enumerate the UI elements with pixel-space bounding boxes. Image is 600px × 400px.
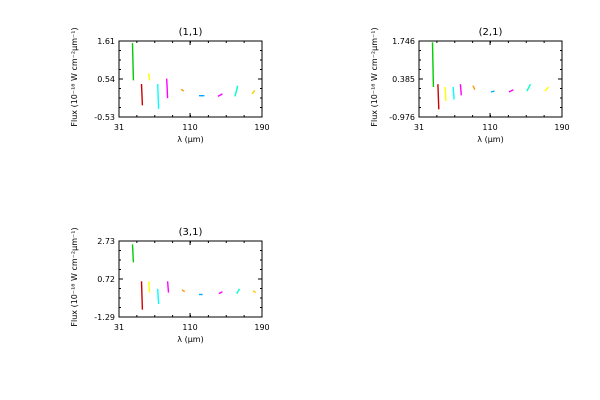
spectrum-segment-4 xyxy=(157,288,160,305)
spectrum-segment-9 xyxy=(236,288,241,294)
y-tick-label: 0.54 xyxy=(97,75,115,84)
y-tick-label: 1.61 xyxy=(97,37,115,46)
y-axis-label: Flux (10⁻¹⁸ W cm⁻²μm⁻¹) xyxy=(70,227,79,326)
spectrum-segment-8 xyxy=(218,291,223,295)
spectrum-segment-2 xyxy=(437,84,440,110)
spectrum-segment-8 xyxy=(217,93,223,98)
spectrum-segment-1 xyxy=(131,244,135,263)
spectrum-segment-10 xyxy=(544,86,550,92)
x-tick-label: 190 xyxy=(254,323,269,332)
x-axis-label: λ (μm) xyxy=(177,135,203,144)
spectrum-segment-2 xyxy=(140,281,144,310)
spectrum-segment-1 xyxy=(131,43,135,81)
spectrum-segment-7 xyxy=(490,90,495,93)
spectrum-segment-6 xyxy=(181,289,186,293)
spectrum-segment-3 xyxy=(444,86,447,101)
x-tick-label: 110 xyxy=(482,123,497,132)
spectrum-segment-10 xyxy=(252,290,257,294)
chart-panel-3: (3,1) 31 110 190 -1.29 0.72 2.73 λ (μm) Flux (10… xyxy=(70,227,270,344)
spectrum-segment-1 xyxy=(431,42,435,88)
chart-title: (1,1) xyxy=(179,27,203,38)
x-tick-label: 31 xyxy=(414,123,424,132)
x-tick-label: 190 xyxy=(554,123,569,132)
spectrum-segment-3 xyxy=(148,281,151,293)
spectrum-segment-4 xyxy=(452,86,455,100)
y-tick-label: 1.746 xyxy=(392,37,415,46)
x-tick-label: 31 xyxy=(114,123,124,132)
plot-frame xyxy=(118,40,263,118)
spectrum-segment-9 xyxy=(234,85,239,97)
spectrum-segment-8 xyxy=(508,89,514,93)
spectrum-segment-4 xyxy=(157,83,160,109)
spectrum-segment-5 xyxy=(459,84,462,96)
y-tick-label: 2.73 xyxy=(97,237,115,246)
chart-title: (3,1) xyxy=(179,227,203,238)
spectrum-segment-3 xyxy=(148,73,151,81)
plot-frame xyxy=(118,240,263,318)
x-tick-label: 110 xyxy=(182,323,197,332)
x-tick-label: 110 xyxy=(182,123,197,132)
plot-frame xyxy=(418,40,563,118)
y-tick-label: -0.976 xyxy=(389,113,415,122)
y-tick-label: -1.29 xyxy=(94,313,115,322)
x-tick-label: 31 xyxy=(114,323,124,332)
spectrum-segment-5 xyxy=(166,281,170,293)
y-tick-label: 0.72 xyxy=(97,275,115,284)
y-axis-label: Flux (10⁻¹⁸ W cm⁻²μm⁻¹) xyxy=(70,27,79,126)
spectrum-segment-6 xyxy=(472,85,476,90)
spectrum-segment-10 xyxy=(251,89,256,95)
y-tick-label: 0.385 xyxy=(392,75,415,84)
chart-panel-1: (1,1) 31 110 190 -0.53 0.54 1.61 λ (μm) Flux (10… xyxy=(70,27,270,144)
chart-title: (2,1) xyxy=(479,27,503,38)
spectrum-segment-2 xyxy=(140,83,144,106)
spectrum-segment-9 xyxy=(526,83,532,92)
y-axis-label: Flux (10⁻¹⁸ W cm⁻²μm⁻¹) xyxy=(370,27,379,126)
spectrum-segment-5 xyxy=(166,78,169,99)
x-axis-label: λ (μm) xyxy=(177,335,203,344)
spectrum-segment-6 xyxy=(180,88,185,92)
x-tick-label: 190 xyxy=(254,123,269,132)
x-axis-label: λ (μm) xyxy=(477,135,503,144)
y-tick-label: -0.53 xyxy=(94,113,115,122)
chart-panel-2: (2,1) 31 110 190 -0.976 0.385 1.746 λ (μm) Flux … xyxy=(370,27,570,144)
